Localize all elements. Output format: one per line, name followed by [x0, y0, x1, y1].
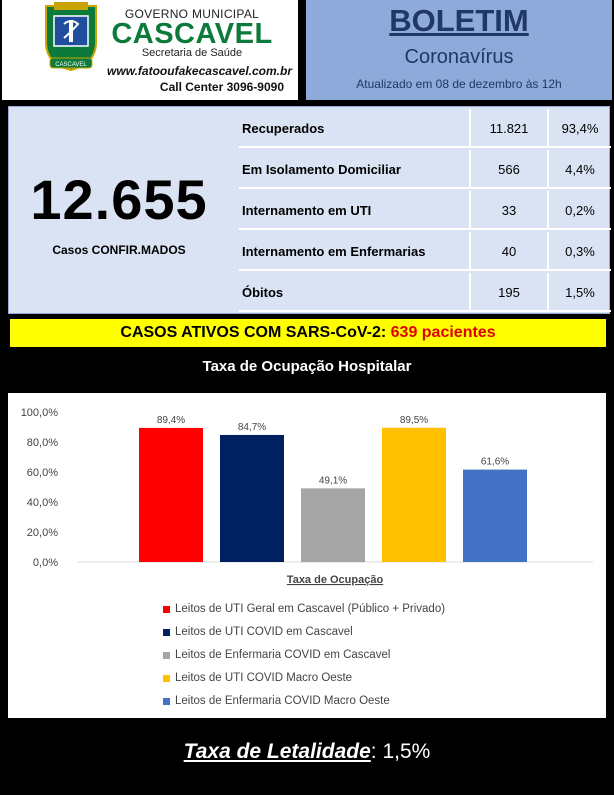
- city-name: CASCAVEL: [111, 18, 273, 50]
- y-tick-label: 100,0%: [21, 407, 59, 419]
- stats-row-label: Em Isolamento Domiciliar: [239, 150, 471, 189]
- stats-row-value: 40: [471, 232, 549, 271]
- department-label: Secretaria de Saúde: [141, 47, 243, 59]
- bulletin-title: BOLETIM: [389, 3, 529, 38]
- stats-table: Recuperados 11.821 93,4% Em Isolamento D…: [239, 107, 611, 315]
- legend-item: Leitos de Enfermaria COVID em Cascavel: [163, 644, 593, 667]
- bar-data-label: 84,7%: [238, 422, 266, 433]
- bar-data-label: 89,4%: [157, 415, 185, 426]
- chart-title: Taxa de Ocupação Hospitalar: [202, 358, 412, 375]
- confirmed-cases-value: 12.655: [30, 168, 208, 231]
- stats-row-value: 33: [471, 191, 549, 230]
- legend-label: Leitos de Enfermaria COVID Macro Oeste: [175, 695, 390, 707]
- stats-row-label: Óbitos: [239, 273, 471, 312]
- bar: [382, 427, 446, 562]
- stats-row-uti: Internamento em UTI 33 0,2%: [239, 191, 611, 230]
- legend-item: Leitos de Enfermaria COVID Macro Oeste: [163, 690, 593, 713]
- stats-row-obitos: Óbitos 195 1,5%: [239, 273, 611, 312]
- city-crest-icon: CASCAVEL: [45, 2, 97, 72]
- stats-row-label: Recuperados: [239, 109, 471, 148]
- bar: [301, 488, 365, 562]
- x-axis-title: Taxa de Ocupação: [287, 574, 384, 586]
- site-link[interactable]: www.fatooufakecascavel.com.br: [107, 64, 292, 78]
- legend-label: Leitos de Enfermaria COVID em Cascavel: [175, 649, 391, 661]
- header-right-panel: BOLETIM Coronavírus Atualizado em 08 de …: [306, 0, 612, 100]
- lethality-footer: Taxa de Letalidade: 1,5%: [0, 740, 614, 764]
- government-label: GOVERNO MUNICIPAL: [124, 7, 260, 21]
- active-cases-banner: CASOS ATIVOS COM SARS-CoV-2: 639 pacient…: [8, 317, 608, 349]
- y-tick-label: 80,0%: [27, 437, 58, 449]
- stats-row-value: 566: [471, 150, 549, 189]
- stats-row-percent: 4,4%: [565, 162, 595, 177]
- legend-swatch: [163, 606, 170, 613]
- y-tick-label: 60,0%: [27, 467, 58, 479]
- bar: [139, 427, 203, 562]
- bar: [220, 434, 284, 562]
- bar-data-label: 49,1%: [319, 475, 347, 486]
- active-cases-count: 639 pacientes: [390, 324, 496, 341]
- legend-item: Leitos de UTI COVID em Cascavel: [163, 621, 593, 644]
- y-tick-label: 20,0%: [27, 527, 58, 539]
- legend-swatch: [163, 652, 170, 659]
- stats-row-recuperados: Recuperados 11.821 93,4%: [239, 109, 611, 148]
- stats-row-percent: 1,5%: [565, 285, 595, 300]
- crest-label: CASCAVEL: [55, 62, 87, 68]
- lethality-value: : 1,5%: [370, 740, 431, 763]
- stats-row-percent: 0,3%: [565, 244, 595, 259]
- active-cases-label: CASOS ATIVOS COM SARS-CoV-2:: [120, 324, 391, 341]
- legend-swatch: [163, 629, 170, 636]
- y-tick-label: 40,0%: [27, 497, 58, 509]
- stats-panel: 12.655 Casos CONFIR.MADOS Recuperados 11…: [8, 106, 611, 315]
- y-tick-label: 0,0%: [33, 557, 58, 569]
- stats-row-isolamento: Em Isolamento Domiciliar 566 4,4%: [239, 150, 611, 189]
- bar-data-label: 61,6%: [481, 457, 509, 468]
- legend-swatch: [163, 698, 170, 705]
- stats-row-enfermarias: Internamento em Enfermarias 40 0,3%: [239, 232, 611, 271]
- confirmed-cases-label: Casos CONFIR.MADOS: [52, 243, 186, 257]
- call-center-label: Call Center 3096-9090: [159, 80, 284, 94]
- legend-label: Leitos de UTI COVID Macro Oeste: [175, 672, 353, 684]
- stats-row-label: Internamento em Enfermarias: [239, 232, 471, 271]
- legend-label: Leitos de UTI COVID em Cascavel: [175, 626, 353, 638]
- bar: [463, 469, 527, 562]
- stats-row-label: Internamento em UTI: [239, 191, 471, 230]
- occupancy-bar-chart: 0,0% 20,0% 40,0% 60,0% 80,0% 100,0% 89,4% 84,7%…: [21, 407, 593, 586]
- updated-timestamp: Atualizado em 08 de dezembro às 12h: [356, 77, 562, 91]
- stats-row-percent: 0,2%: [565, 203, 595, 218]
- chart-legend: Leitos de UTI Geral em Cascavel (Público…: [163, 598, 593, 713]
- stats-row-value: 11.821: [471, 109, 549, 148]
- legend-item: Leitos de UTI COVID Macro Oeste: [163, 667, 593, 690]
- header-left-panel: CASCAVEL GOVERNO MUNICIPAL CASCAVEL Secr…: [2, 0, 298, 100]
- lethality-label: Taxa de Letalidade: [183, 740, 371, 763]
- legend-label: Leitos de UTI Geral em Cascavel (Público…: [175, 603, 446, 615]
- bar-data-label: 89,5%: [400, 415, 428, 426]
- stats-row-value: 195: [471, 273, 549, 312]
- chart-panel: 0,0% 20,0% 40,0% 60,0% 80,0% 100,0% 89,4% 84,7%…: [8, 393, 606, 718]
- bulletin-subtitle: Coronavírus: [404, 46, 514, 68]
- legend-item: Leitos de UTI Geral em Cascavel (Público…: [163, 598, 593, 621]
- stats-row-percent: 93,4%: [561, 121, 599, 136]
- legend-swatch: [163, 675, 170, 682]
